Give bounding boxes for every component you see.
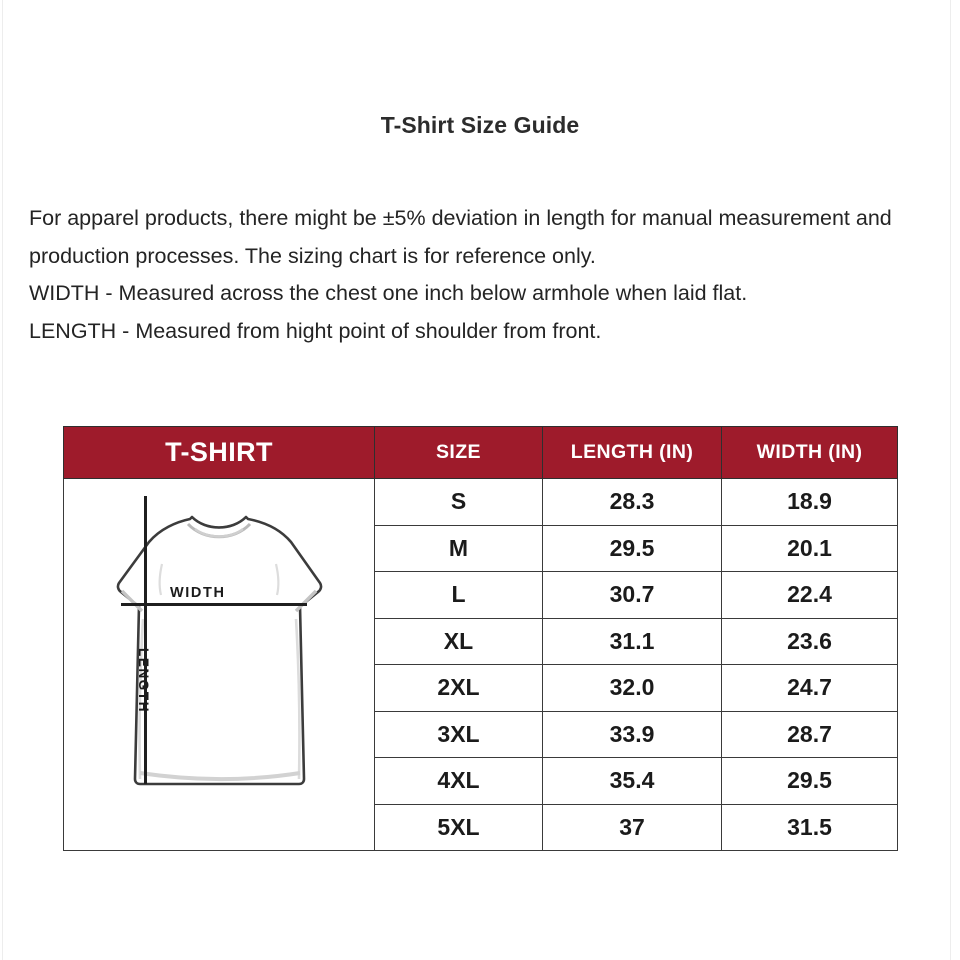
- length-measure-line: [144, 496, 147, 784]
- cell-width: 20.1: [721, 524, 898, 572]
- size-chart-table: T-SHIRT SIZE LENGTH (IN) WIDTH (IN) S 28.…: [63, 426, 898, 851]
- cell-length: 33.9: [542, 710, 722, 758]
- tshirt-diagram: [64, 479, 374, 843]
- cell-size: 5XL: [374, 803, 543, 851]
- cell-width: 24.7: [721, 664, 898, 712]
- header-cell-size: SIZE: [374, 426, 543, 479]
- table-body: S 28.3 18.9 M 29.5 20.1 L 30.7 22.4 XL 31.1 23.6 2XL…: [63, 478, 898, 851]
- cell-length: 35.4: [542, 757, 722, 805]
- cell-length: 37: [542, 803, 722, 851]
- table-row: 2XL 32.0 24.7: [64, 664, 898, 712]
- page-title: T-Shirt Size Guide: [380, 112, 580, 138]
- tshirt-icon: [116, 515, 323, 786]
- cell-width: 18.9: [721, 478, 898, 526]
- cell-size: L: [374, 571, 543, 619]
- cell-length: 32.0: [542, 664, 722, 712]
- intro-paragraph: For apparel products, there might be ±5%…: [29, 206, 892, 268]
- page-edge-left: [2, 0, 3, 960]
- cell-width: 22.4: [721, 571, 898, 619]
- cell-length: 28.3: [542, 478, 722, 526]
- header-cell-width: WIDTH (IN): [721, 426, 898, 479]
- length-definition: LENGTH - Measured from hight point of sh…: [29, 318, 602, 343]
- table-row: L 30.7 22.4: [64, 571, 898, 619]
- cell-width: 23.6: [721, 617, 898, 665]
- cell-size: 2XL: [374, 664, 543, 712]
- cell-width: 31.5: [721, 803, 898, 851]
- cell-length: 30.7: [542, 571, 722, 619]
- cell-size: S: [374, 478, 543, 526]
- intro-text-block: For apparel products, there might be ±5%…: [29, 200, 907, 350]
- width-measure-line: [121, 603, 307, 606]
- diagram-label-width: WIDTH: [170, 585, 226, 601]
- cell-size: M: [374, 524, 543, 572]
- page-edge-right: [950, 0, 951, 960]
- cell-size: 3XL: [374, 710, 543, 758]
- width-definition: WIDTH - Measured across the chest one in…: [29, 281, 748, 305]
- cell-size: 4XL: [374, 757, 543, 805]
- cell-width: 28.7: [721, 710, 898, 758]
- table-header-row: T-SHIRT SIZE LENGTH (IN) WIDTH (IN): [63, 426, 898, 479]
- cell-length: 31.1: [542, 617, 722, 665]
- cell-width: 29.5: [721, 757, 898, 805]
- table-row: 5XL 37 31.5: [64, 803, 898, 851]
- header-cell-brand: T-SHIRT: [63, 426, 375, 479]
- table-row: M 29.5 20.1: [64, 524, 898, 572]
- cell-length: 29.5: [542, 524, 722, 572]
- cell-size: XL: [374, 617, 543, 665]
- diagram-label-length: LENGTH: [136, 648, 151, 714]
- header-cell-length: LENGTH (IN): [542, 426, 722, 479]
